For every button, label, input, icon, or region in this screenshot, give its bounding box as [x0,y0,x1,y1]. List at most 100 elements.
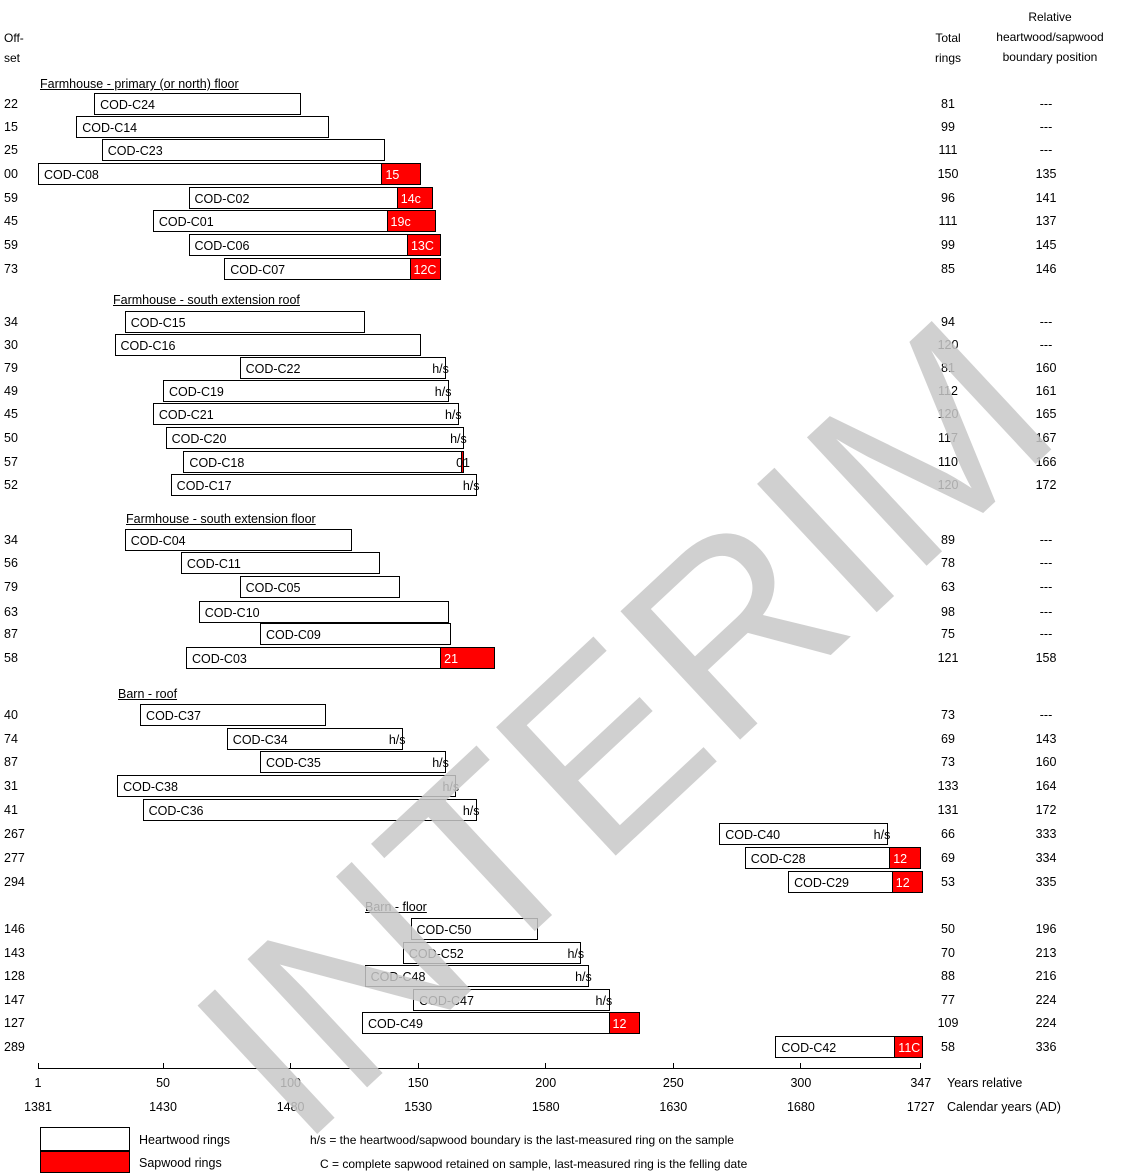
axis-tick [545,1063,547,1069]
hs-note: h/s = the heartwood/sapwood boundary is … [310,1133,734,1147]
sapwood-count: 19c [390,215,411,229]
end-marker: h/s [450,432,467,446]
calendar-tick-label: 1580 [531,1100,560,1114]
sample-label: COD-C17 [176,479,232,493]
sample-label: COD-C48 [370,970,426,984]
relative-tick-label: 150 [407,1076,429,1090]
c-note: C = complete sapwood retained on sample,… [320,1157,748,1171]
offset-value: 49 [4,384,18,398]
sapwood-count: 12C [413,263,437,277]
offset-value: 22 [4,97,18,111]
heartwood-bar [114,334,421,356]
end-marker: h/s [388,733,406,747]
sample-label: COD-C01 [158,215,214,229]
sapwood-count: 11C [898,1041,921,1055]
relative-boundary-value: 336 [1035,1040,1057,1054]
end-marker: 01 [456,456,470,470]
sapwood-count: 13C [410,239,434,253]
axis-tick [417,1063,419,1069]
relative-boundary-value: 165 [1035,407,1057,421]
sample-label: COD-C22 [245,362,301,376]
sapwood-bar [608,1012,641,1034]
end-marker: h/s [567,947,585,961]
total-rings-value: 117 [938,431,958,445]
heartwood-bar [124,311,365,333]
total-rings-value: 53 [941,875,955,889]
total-rings-value: 81 [941,97,955,111]
sample-label: COD-C18 [189,456,245,470]
total-rings-value: 66 [941,827,955,841]
heartwood-legend-swatch [40,1127,130,1151]
axis-tick [162,1063,164,1069]
sample-label: COD-C37 [146,709,201,723]
sapwood-count: 15 [385,168,400,182]
offset-value: 31 [4,779,18,793]
relative-boundary-value: --- [1039,315,1053,329]
sample-label: COD-C42 [781,1041,837,1055]
offset-value: 25 [4,143,18,157]
calendar-tick-label: 1727 [906,1100,935,1114]
sapwood-bar [386,210,437,232]
total-rings-value: 109 [937,1016,959,1030]
calendar-tick-label: 1530 [404,1100,433,1114]
total-rings-value: 133 [937,779,959,793]
sapwood-count: 12 [895,876,910,890]
total-rings-value: 77 [941,993,955,1007]
offset-value: 128 [4,969,25,983]
sample-label: COD-C36 [148,804,204,818]
relative-boundary-value: --- [1039,556,1053,570]
relative-boundary-header: Relative heartwood/sapwood boundary posi… [996,10,1104,64]
axis-tick [290,1063,292,1069]
relative-boundary-value: 213 [1035,946,1057,960]
calendar-tick-label: 1430 [149,1100,177,1114]
end-marker: h/s [444,408,462,422]
relative-boundary-value: 334 [1035,851,1057,865]
axis-tick [672,1063,674,1069]
offset-value: 73 [4,262,18,276]
group-title: Barn - roof [118,687,178,701]
total-rings-value: 81 [941,361,955,375]
total-rings-header: Total rings [934,31,961,65]
heartwood-bar [259,623,452,645]
total-rings-value: 150 [937,167,959,181]
sample-label: COD-C38 [123,780,178,794]
relative-boundary-value: 137 [1035,214,1057,228]
sample-label: COD-C34 [232,733,288,747]
sample-label: COD-C50 [416,923,472,937]
offset-header: Off- set [4,31,24,65]
sample-label: COD-C06 [194,239,250,253]
sample-label: COD-C28 [750,852,806,866]
sample-label: COD-C19 [169,385,224,399]
relative-tick-label: 200 [535,1076,557,1090]
relative-boundary-value: --- [1039,627,1053,641]
end-marker: h/s [595,994,613,1008]
total-rings-value: 120 [937,478,959,492]
sapwood-count: 21 [444,652,459,666]
total-rings-value: 75 [941,627,955,641]
heartwood-bar [163,380,449,402]
group-title: Farmhouse - south extension roof [113,293,300,307]
axis-tick [800,1063,802,1069]
group-title: Barn - floor [365,900,427,914]
heartwood-legend-label: Heartwood rings [139,1133,231,1147]
heartwood-bar [152,403,459,425]
relative-boundary-value: 160 [1035,361,1057,375]
total-rings-value: 120 [937,338,959,352]
heartwood-bar [413,989,610,1011]
offset-value: 15 [4,120,18,134]
total-rings-value: 112 [938,384,958,398]
total-rings-value: 70 [941,946,955,960]
heartwood-bar [140,704,327,726]
total-rings-value: 78 [941,556,955,570]
offset-value: 143 [4,946,25,960]
offset-value: 45 [4,407,18,421]
offset-value: 58 [4,651,18,665]
end-marker: h/s [462,479,480,493]
total-rings-value: 50 [941,922,955,936]
offset-value: 56 [4,556,18,570]
relative-boundary-value: 135 [1035,167,1057,181]
sample-label: COD-C03 [191,652,247,666]
total-rings-value: 96 [941,191,955,205]
relative-tick-label: 347 [910,1076,932,1090]
offset-value: 267 [4,827,25,841]
